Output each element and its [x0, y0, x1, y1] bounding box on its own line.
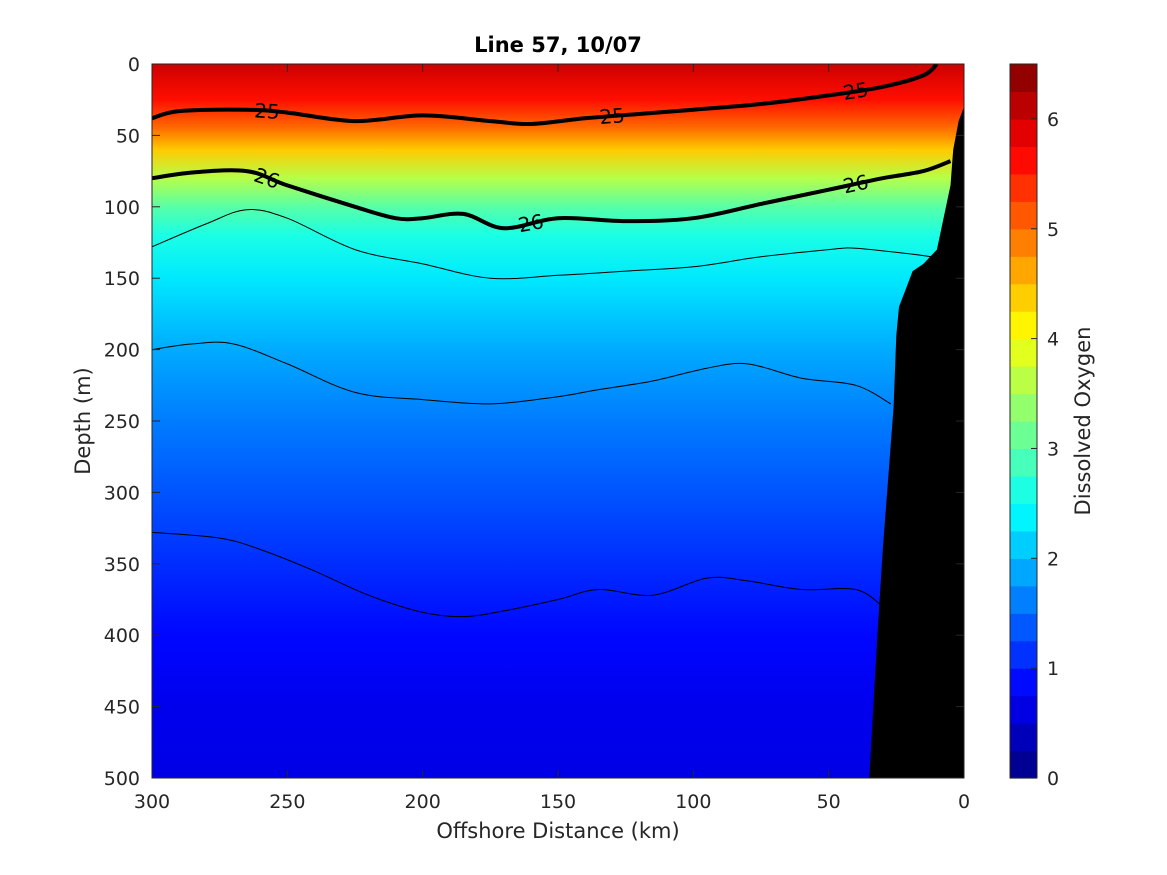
y-tick-label: 350 [104, 554, 140, 576]
colorbar-band [1010, 585, 1037, 614]
x-tick-label: 100 [675, 791, 711, 813]
y-tick-label: 250 [104, 411, 140, 433]
colorbar-band [1010, 750, 1037, 779]
isopycnal-26-line [152, 159, 952, 231]
y-tick-label: 100 [104, 197, 140, 219]
oxygen-field [152, 64, 964, 778]
isopycnal-line [152, 209, 932, 280]
colorbar-band [1010, 448, 1037, 477]
colorbar-frame [1009, 63, 1038, 779]
colorbar-band [1010, 228, 1037, 257]
colorbar-band [1010, 338, 1037, 367]
colorbar-tick-label: 1 [1047, 658, 1059, 680]
colorbar-tick-label: 2 [1047, 548, 1059, 570]
colorbar-bands [1010, 64, 1037, 779]
contour-label-25: 25 [598, 103, 625, 129]
colorbar-band [1010, 173, 1037, 202]
colorbar-band [1010, 256, 1037, 285]
y-tick-label: 300 [104, 482, 140, 504]
colorbar-band [1010, 393, 1037, 422]
colorbar-band [1010, 668, 1037, 697]
colorbar-tick-label: 3 [1047, 438, 1059, 460]
colorbar-band [1010, 146, 1037, 175]
x-tick-label: 300 [134, 791, 170, 813]
x-tick-label: 250 [269, 791, 305, 813]
colorbar-band [1010, 695, 1037, 724]
colorbar-band [1010, 640, 1037, 669]
isopycnal-line [152, 341, 892, 405]
colorbar-band [1010, 91, 1037, 120]
y-tick-label: 500 [104, 768, 140, 790]
colorbar-band [1010, 530, 1037, 559]
colorbar-band [1010, 64, 1037, 93]
y-tick-label: 0 [128, 54, 140, 76]
x-tick-label: 50 [817, 791, 841, 813]
x-axis-label: Offshore Distance (km) [436, 819, 679, 843]
svg-text:25: 25 [841, 77, 870, 105]
x-tick-label: 0 [958, 791, 970, 813]
contour-label-25: 25 [841, 77, 870, 105]
svg-text:26: 26 [516, 209, 545, 237]
colorbar-band [1010, 366, 1037, 395]
y-axis-label: Depth (m) [71, 367, 95, 474]
colorbar-band [1010, 421, 1037, 450]
colorbar-band [1010, 283, 1037, 312]
x-tick-label: 200 [405, 791, 441, 813]
y-tick-label: 150 [104, 268, 140, 290]
colorbar-tick-label: 4 [1047, 329, 1059, 351]
colorbar-tick-label: 0 [1047, 768, 1059, 790]
colorbar-tick-label: 5 [1047, 219, 1059, 241]
contour-label-25: 25 [253, 98, 280, 124]
density-contours [152, 64, 952, 618]
colorbar-band [1010, 503, 1037, 532]
svg-text:25: 25 [253, 98, 280, 124]
seafloor-shelf [869, 106, 964, 778]
svg-text:25: 25 [598, 103, 625, 129]
svg-text:26: 26 [841, 170, 871, 199]
colorbar-band [1010, 201, 1037, 230]
y-tick-label: 450 [104, 697, 140, 719]
y-axis-ticks: 0 50 100 150 200 250 300 350 400 450 500 [104, 54, 964, 790]
contour-label-26: 26 [841, 170, 871, 199]
isopycnal-25-line [152, 64, 939, 127]
colorbar-tick-label: 6 [1047, 109, 1059, 131]
contour-label-26: 26 [516, 209, 545, 237]
colorbar-band [1010, 558, 1037, 587]
isopycnal-line [152, 531, 884, 618]
colorbar-ticks: 0 1 2 3 4 5 6 [1031, 109, 1059, 790]
x-axis-ticks: 300 250 200 150 100 50 0 [134, 64, 970, 813]
x-tick-label: 150 [540, 791, 576, 813]
chart-title: Line 57, 10/07 [474, 33, 642, 57]
colorbar-band [1010, 613, 1037, 642]
y-tick-label: 400 [104, 625, 140, 647]
y-tick-label: 200 [104, 340, 140, 362]
y-tick-label: 50 [116, 125, 140, 147]
colorbar-band [1010, 475, 1037, 504]
colorbar-band [1010, 311, 1037, 340]
colorbar: 0 1 2 3 4 5 6 Dissolved Oxygen [1009, 63, 1095, 790]
colorbar-band [1010, 723, 1037, 752]
colorbar-band [1010, 118, 1037, 147]
colorbar-label: Dissolved Oxygen [1071, 327, 1095, 516]
